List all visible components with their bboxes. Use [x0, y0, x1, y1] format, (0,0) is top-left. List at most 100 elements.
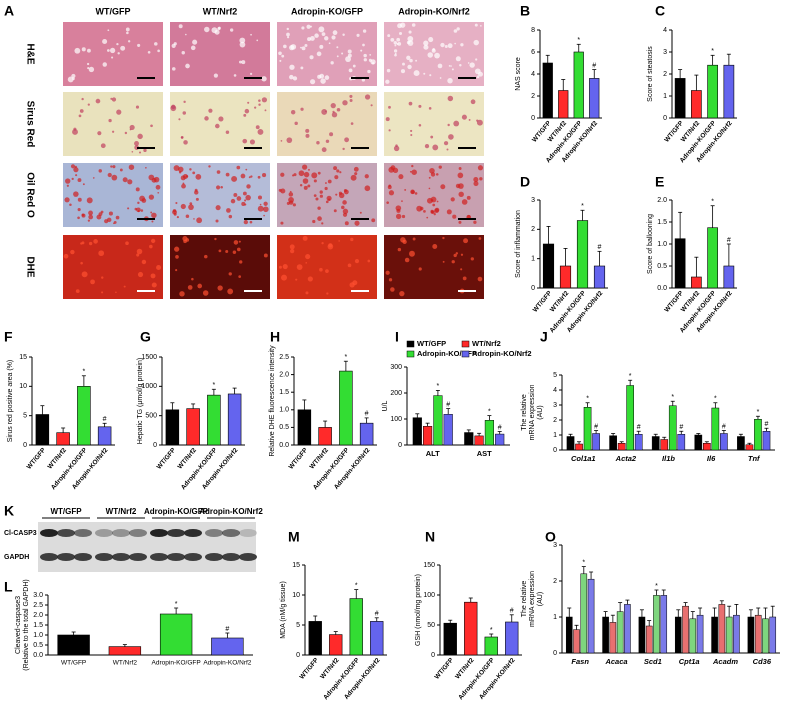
y-tick-label: 2.0	[657, 197, 667, 204]
texture	[388, 105, 391, 109]
bar	[691, 90, 702, 119]
texture	[361, 78, 366, 82]
texture	[307, 37, 311, 42]
texture	[387, 185, 392, 190]
bar	[682, 605, 689, 654]
texture	[240, 173, 246, 179]
texture	[308, 168, 310, 171]
texture	[194, 188, 198, 192]
texture	[128, 164, 135, 170]
texture	[180, 136, 184, 139]
texture	[303, 171, 310, 178]
texture	[325, 200, 329, 204]
texture	[412, 237, 416, 241]
bar	[423, 426, 433, 446]
texture	[477, 276, 483, 282]
panel-letter: K	[4, 503, 14, 519]
y-tick-label: 150	[423, 562, 435, 569]
texture	[241, 60, 246, 65]
texture	[429, 167, 435, 174]
texture	[73, 167, 79, 173]
texture	[77, 216, 80, 220]
row-label: Sirus Red	[24, 101, 35, 148]
x-tick-label: Adropin-KO/Nrf2	[201, 447, 240, 491]
bar	[691, 276, 702, 289]
significance-mark: *	[490, 627, 493, 634]
texture	[245, 194, 251, 201]
texture	[453, 253, 457, 258]
texture	[364, 174, 369, 179]
bar	[733, 614, 740, 654]
texture	[238, 275, 242, 278]
y-tick-label: 1.5	[33, 622, 43, 629]
texture	[314, 33, 319, 38]
significance-mark: *	[629, 373, 632, 380]
bar	[433, 395, 443, 446]
micrograph	[63, 92, 163, 156]
texture	[350, 174, 357, 181]
texture	[300, 66, 304, 70]
texture	[444, 45, 448, 48]
texture	[175, 269, 178, 272]
texture	[390, 287, 395, 292]
texture	[461, 199, 468, 205]
blot-band	[40, 553, 58, 561]
bar	[593, 265, 606, 289]
texture	[248, 176, 251, 179]
x-tick-label: WT/Nrf2	[454, 657, 476, 681]
x-tick-label: Cd36	[753, 657, 772, 666]
texture	[343, 188, 348, 193]
texture	[451, 68, 454, 71]
texture	[418, 104, 422, 108]
texture	[401, 214, 406, 219]
texture	[336, 55, 339, 58]
y-tick-label: 1	[663, 93, 667, 100]
y-tick-label: 0	[531, 115, 535, 122]
texture	[108, 118, 112, 123]
texture	[131, 150, 134, 153]
texture	[326, 292, 329, 295]
texture	[111, 174, 118, 181]
texture	[338, 191, 343, 195]
y-tick-label: 6	[531, 49, 535, 56]
texture	[151, 212, 157, 219]
texture	[345, 56, 351, 63]
texture	[437, 63, 443, 69]
texture	[439, 77, 442, 79]
bar	[308, 621, 322, 656]
x-tick-label: WT/GFP	[433, 656, 455, 680]
bar	[769, 616, 777, 654]
significance-mark: #	[727, 237, 731, 244]
texture	[470, 99, 476, 105]
texture	[245, 168, 248, 171]
column-header: WT/Nrf2	[203, 6, 238, 16]
texture	[98, 169, 102, 173]
bar	[566, 436, 575, 451]
bar	[762, 618, 769, 654]
y-axis-title: (AU)	[537, 592, 544, 606]
texture	[261, 76, 267, 82]
texture	[304, 43, 308, 47]
bar	[339, 370, 353, 446]
blot-band	[74, 529, 92, 537]
texture	[360, 49, 363, 52]
texture	[423, 44, 429, 50]
texture	[347, 263, 352, 268]
row-label: DHE	[24, 256, 35, 277]
texture	[438, 165, 442, 169]
blot-band	[205, 529, 223, 537]
texture	[111, 130, 115, 133]
panel-letter: A	[4, 3, 14, 19]
legend-swatch	[406, 340, 415, 348]
texture	[435, 173, 439, 176]
texture	[195, 174, 202, 180]
texture	[433, 213, 436, 216]
texture	[175, 255, 179, 259]
x-tick-label: Acta2	[615, 454, 637, 463]
y-tick-label: 1.5	[657, 219, 667, 226]
bar	[737, 436, 745, 451]
panel-letter: H	[270, 329, 280, 345]
texture	[82, 183, 85, 186]
texture	[410, 129, 413, 133]
